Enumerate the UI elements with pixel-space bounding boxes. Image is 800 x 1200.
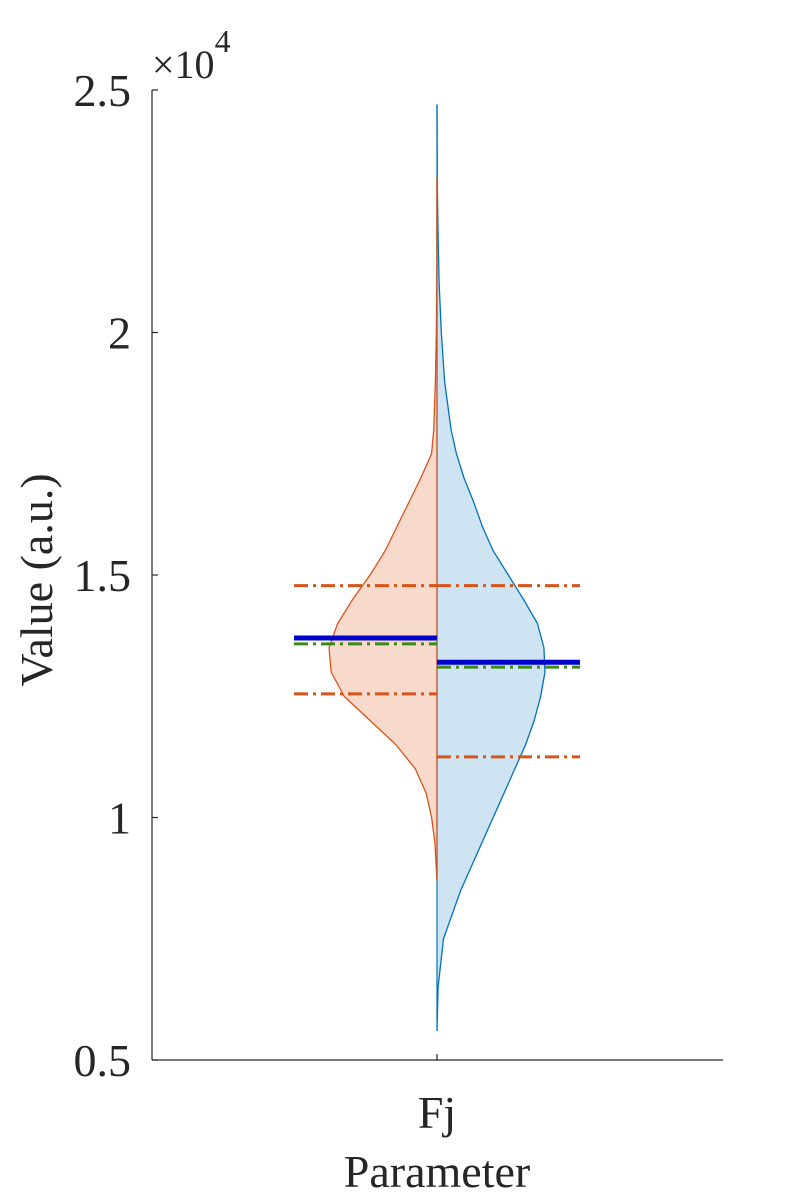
y-ticks: 0.5 1 1.5 2 2.5 (74, 65, 158, 1086)
x-axis-title: Parameter (344, 1146, 530, 1197)
violin-left-area (329, 177, 437, 881)
y-tick-label: 0.5 (74, 1035, 132, 1086)
y-multiplier: ×104 (152, 23, 231, 87)
violin-group (328, 104, 546, 1031)
y-tick-label: 1 (108, 793, 131, 844)
statistic-lines (294, 584, 580, 759)
y-tick-label: 2.5 (74, 65, 132, 116)
y-tick-label: 1.5 (74, 550, 132, 601)
violin-right-outline (436, 104, 546, 1031)
x-tick-label: Fj (418, 1087, 456, 1138)
x-ticks: Fj (418, 1054, 456, 1138)
y-multiplier-base: ×10 (152, 42, 215, 87)
y-axis-title: Value (a.u.) (11, 473, 62, 686)
y-tick-label: 2 (108, 308, 131, 359)
y-multiplier-exponent: 4 (215, 23, 231, 59)
violin-right-area (437, 104, 545, 1031)
